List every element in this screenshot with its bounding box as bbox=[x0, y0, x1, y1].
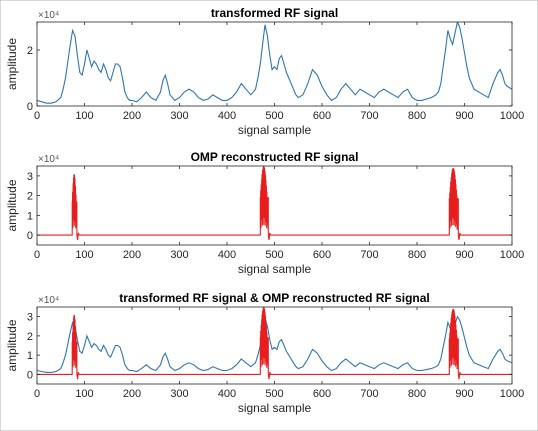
chart-panel-2: 0 100 200 300 400 500 600 700 800 900 1000 0 1 2 3 ×10⁴… bbox=[5, 150, 524, 276]
x-tick-label: 900 bbox=[455, 388, 473, 400]
chart-panel-1: 0 100 200 300 400 500 600 700 800 900 1000 0 2 ×10⁴ tr… bbox=[5, 6, 524, 137]
x-tick-label: 800 bbox=[408, 388, 426, 400]
overlay-reconstructed-line bbox=[37, 307, 512, 380]
chart-title: transformed RF signal bbox=[211, 6, 338, 20]
x-tick-label: 500 bbox=[265, 110, 283, 122]
y-tick-label: 0 bbox=[27, 369, 33, 381]
x-tick-label: 200 bbox=[123, 249, 141, 261]
x-tick-label: 0 bbox=[34, 388, 40, 400]
x-tick-label: 400 bbox=[218, 249, 236, 261]
plot-area-3 bbox=[37, 307, 512, 380]
x-tick-label: 700 bbox=[360, 388, 378, 400]
y-tick-label: 1 bbox=[27, 350, 33, 362]
x-tick-label: 300 bbox=[170, 110, 188, 122]
chart-title: OMP reconstructed RF signal bbox=[191, 150, 359, 164]
x-tick-label: 200 bbox=[123, 110, 141, 122]
x-tick-label: 0 bbox=[34, 110, 40, 122]
series-reconstructed-line bbox=[37, 166, 512, 241]
x-tick-label: 100 bbox=[75, 249, 93, 261]
y-tick-label: 0 bbox=[27, 101, 33, 113]
x-tick-label: 500 bbox=[265, 388, 283, 400]
y-tick-label: 0 bbox=[27, 230, 33, 242]
y-tick-label: 2 bbox=[27, 191, 33, 203]
x-tick-label: 100 bbox=[75, 110, 93, 122]
x-tick-label: 600 bbox=[313, 388, 331, 400]
x-tick-label: 800 bbox=[408, 249, 426, 261]
x-tick-label: 500 bbox=[265, 249, 283, 261]
x-tick-label: 400 bbox=[218, 388, 236, 400]
y-tick-label: 3 bbox=[27, 312, 33, 324]
x-tick-label: 700 bbox=[360, 249, 378, 261]
y-exponent-label: ×10⁴ bbox=[38, 10, 59, 21]
y-axis-label: amplitude bbox=[5, 319, 19, 371]
x-axis-label: signal sample bbox=[238, 401, 312, 415]
chart-title: transformed RF signal & OMP reconstructe… bbox=[119, 291, 430, 305]
x-tick-label: 300 bbox=[170, 249, 188, 261]
x-tick-label: 600 bbox=[313, 110, 331, 122]
x-tick-label: 900 bbox=[455, 249, 473, 261]
plot-area-2 bbox=[37, 166, 512, 241]
y-axis-label: amplitude bbox=[5, 179, 19, 231]
y-exponent-label: ×10⁴ bbox=[38, 295, 59, 306]
x-tick-label: 100 bbox=[75, 388, 93, 400]
x-tick-label: 800 bbox=[408, 110, 426, 122]
x-tick-label: 200 bbox=[123, 388, 141, 400]
y-tick-label: 2 bbox=[27, 331, 33, 343]
y-exponent-label: ×10⁴ bbox=[38, 154, 59, 165]
y-tick-label: 2 bbox=[27, 45, 33, 57]
series-transformed-line bbox=[37, 22, 512, 104]
plot-area-1 bbox=[37, 22, 512, 104]
x-axis-label: signal sample bbox=[238, 123, 312, 137]
y-axis-label: amplitude bbox=[5, 38, 19, 90]
x-tick-label: 400 bbox=[218, 110, 236, 122]
overlay-transformed-line bbox=[37, 315, 512, 373]
x-tick-label: 1000 bbox=[500, 249, 524, 261]
x-tick-label: 0 bbox=[34, 249, 40, 261]
y-tick-label: 3 bbox=[27, 171, 33, 183]
x-tick-label: 1000 bbox=[500, 388, 524, 400]
chart-panel-3: 0 100 200 300 400 500 600 700 800 900 1000 0 1 2 3 ×10⁴… bbox=[5, 291, 524, 415]
x-tick-label: 1000 bbox=[500, 110, 524, 122]
x-tick-label: 300 bbox=[170, 388, 188, 400]
x-axis-label: signal sample bbox=[238, 262, 312, 276]
x-tick-label: 900 bbox=[455, 110, 473, 122]
x-tick-label: 700 bbox=[360, 110, 378, 122]
x-tick-label: 600 bbox=[313, 249, 331, 261]
y-tick-label: 1 bbox=[27, 210, 33, 222]
